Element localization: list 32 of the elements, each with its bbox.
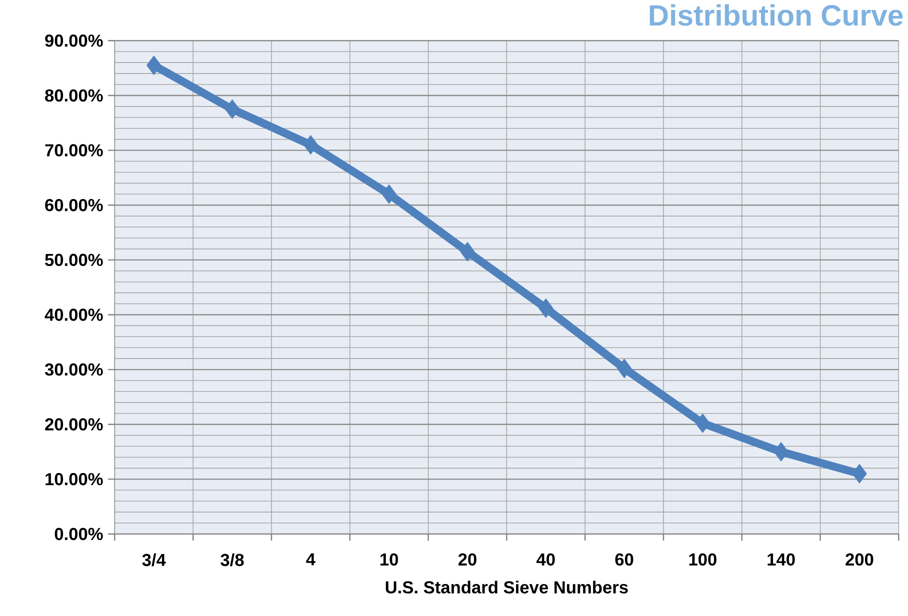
x-tick-label: 20: [458, 553, 476, 566]
y-tick-label: 90.00%: [45, 34, 103, 47]
point: [303, 135, 318, 154]
y-tick-label: 30.00%: [44, 363, 103, 376]
y-tick-label: 80.00%: [45, 89, 103, 102]
chart-title: Distribution Curve: [650, 4, 903, 26]
point: [382, 184, 396, 204]
point: [852, 464, 867, 484]
x-tick-label: 40: [536, 553, 555, 566]
x-tick-label: 3/8: [220, 553, 244, 566]
x-tick-label: 4: [306, 553, 316, 566]
point: [695, 414, 710, 433]
point: [538, 298, 554, 318]
point: [616, 358, 632, 378]
point: [774, 442, 788, 462]
y-tick-label: 40.00%: [44, 308, 103, 321]
x-tick-label: 100: [689, 553, 716, 566]
y-tick-label: 0.00%: [54, 528, 103, 540]
x-tick-label: 3/4: [142, 553, 166, 566]
y-tick-label: 10.00%: [46, 473, 103, 486]
x-tick-label: 140: [768, 553, 795, 566]
x-tick-label: 60: [615, 553, 634, 566]
x-tick-label: 10: [380, 553, 398, 566]
y-tick-label: 20.00%: [45, 418, 103, 430]
point: [146, 56, 162, 75]
point: [460, 242, 475, 262]
y-tick-label: 70.00%: [45, 144, 103, 156]
x-tick-label: 200: [846, 553, 874, 566]
y-tick-label: 50.00%: [45, 254, 103, 266]
point: [224, 100, 240, 119]
x-axis-title: U.S. Standard Sieve Numbers: [386, 580, 628, 594]
y-tick-label: 60.00%: [45, 198, 103, 212]
